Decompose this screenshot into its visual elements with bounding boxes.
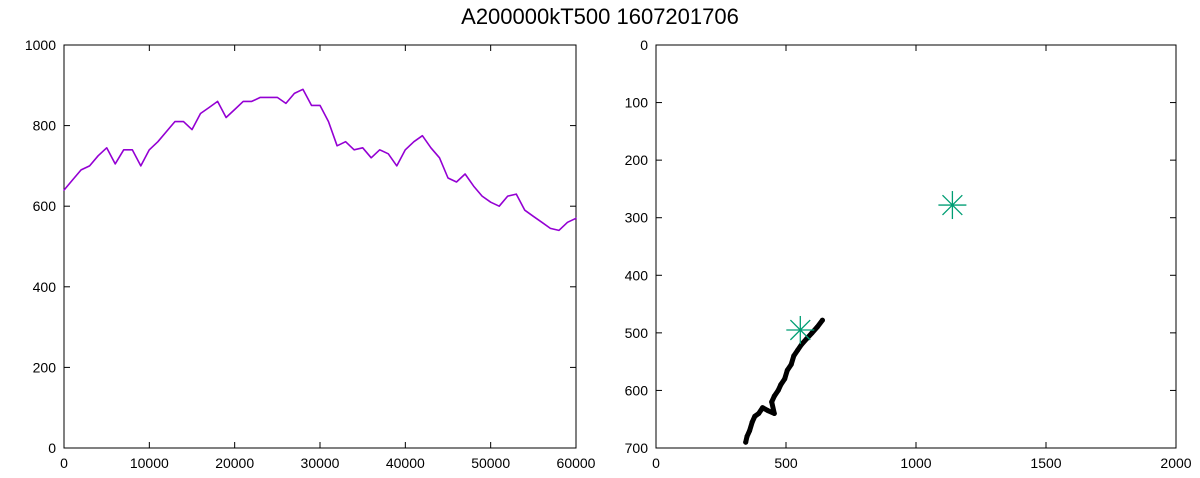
trajectory-point <box>791 353 797 359</box>
trajectory-point <box>747 428 753 434</box>
x-tick-label: 50000 <box>471 455 510 471</box>
trajectory-point <box>814 324 820 330</box>
x-tick-label: 20000 <box>215 455 254 471</box>
x-tick-label: 0 <box>60 455 68 471</box>
trajectory-point <box>752 413 758 419</box>
trajectory-point <box>795 347 801 353</box>
y-tick-label: 600 <box>33 198 57 214</box>
y-tick-label: 0 <box>48 440 56 456</box>
y-tick-label: 800 <box>33 118 57 134</box>
trajectory-point <box>743 439 749 445</box>
y-tick-label: 0 <box>640 37 648 53</box>
x-tick-label: 500 <box>774 455 798 471</box>
y-tick-label: 100 <box>625 95 649 111</box>
y-tick-label: 700 <box>625 440 649 456</box>
y-tick-label: 200 <box>625 152 649 168</box>
x-tick-label: 2000 <box>1160 455 1191 471</box>
x-tick-label: 60000 <box>557 455 596 471</box>
trajectory-point <box>775 387 781 393</box>
trajectory-point <box>765 408 771 414</box>
x-tick-label: 0 <box>652 455 660 471</box>
y-tick-label: 600 <box>625 382 649 398</box>
x-tick-label: 10000 <box>130 455 169 471</box>
y-tick-label: 400 <box>33 279 57 295</box>
trajectory-point <box>784 367 790 373</box>
time-series-chart: 0 10000 20000 30000 40000 50000 60000 0 200 400 60… <box>25 37 596 471</box>
trajectory-point <box>756 410 762 416</box>
plot-frame <box>655 44 1177 449</box>
trajectory-point <box>809 330 815 336</box>
trajectory-point <box>760 405 766 411</box>
x-tick-label: 30000 <box>301 455 340 471</box>
y-tick-label: 300 <box>625 210 649 226</box>
trajectory-point <box>819 317 825 323</box>
y-tick-label: 400 <box>625 267 649 283</box>
trajectory-scatter-chart: 0 500 1000 1500 2000 0 100 200 300 400 500 600 700 <box>625 37 1192 471</box>
trajectory-point <box>771 393 777 399</box>
trajectory-point <box>744 433 750 439</box>
trajectory-point <box>769 399 775 405</box>
asterisk-marker <box>938 191 967 220</box>
asterisk-marker <box>786 315 815 344</box>
trajectory-point <box>782 376 788 382</box>
x-tick-label: 1000 <box>900 455 931 471</box>
series-line <box>63 88 577 232</box>
figure-title: A200000kT500 1607201706 <box>461 4 739 29</box>
x-tick-label: 40000 <box>386 455 425 471</box>
trajectory-point <box>749 419 755 425</box>
trajectory-point <box>771 410 777 416</box>
y-tick-label: 1000 <box>25 37 56 53</box>
y-tick-label: 500 <box>625 325 649 341</box>
x-tick-label: 1500 <box>1030 455 1061 471</box>
trajectory-point <box>788 362 794 368</box>
y-tick-label: 200 <box>33 359 57 375</box>
trajectory-point <box>778 382 784 388</box>
